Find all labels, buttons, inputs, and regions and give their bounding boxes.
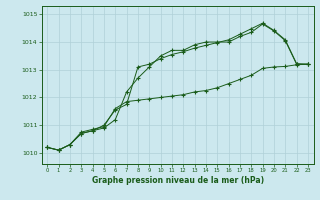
X-axis label: Graphe pression niveau de la mer (hPa): Graphe pression niveau de la mer (hPa) (92, 176, 264, 185)
